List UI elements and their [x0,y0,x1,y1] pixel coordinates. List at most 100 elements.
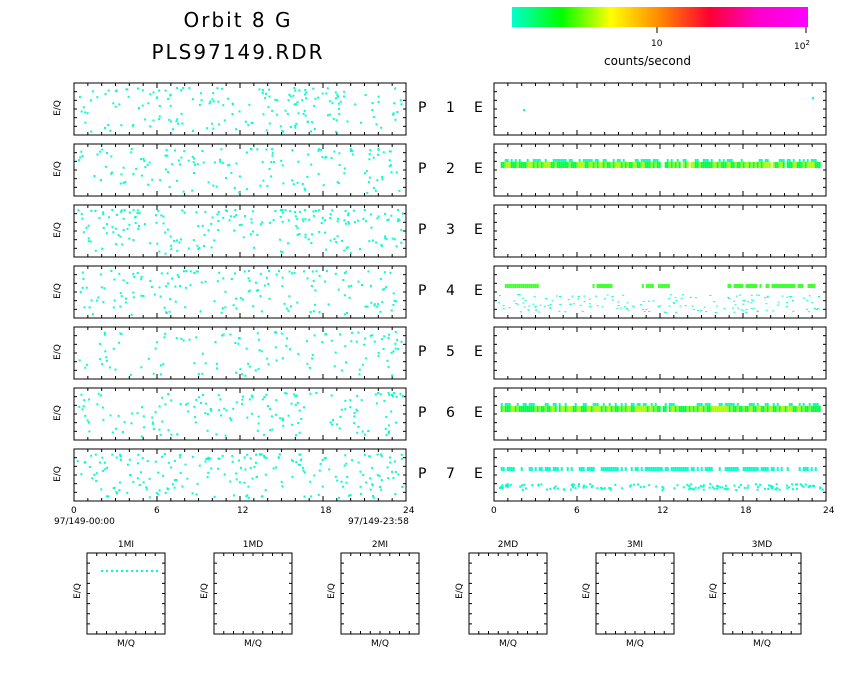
scatter-pixel [631,305,634,307]
data-pixel [174,149,176,152]
band-pixel [778,159,781,162]
band-pixel [656,162,659,168]
data-pixel [158,89,161,92]
data-pixel [275,273,278,276]
data-pixel [215,362,218,365]
data-pixel [385,434,388,437]
data-pixel [154,347,157,350]
data-pixel [100,286,103,289]
band-pixel [812,159,815,162]
band-pixel [506,159,509,162]
data-pixel [398,189,401,192]
data-pixel [284,209,287,212]
data-pixel [137,453,140,456]
data-pixel [281,129,284,132]
data-pixel [256,429,259,432]
band-pixel [806,406,809,412]
data-pixel [156,341,159,344]
band-pixel [732,467,735,471]
data-pixel [120,295,123,298]
data-pixel [264,473,267,476]
data-pixel [172,128,175,131]
scatter-pixel [702,488,705,491]
band-pixel [574,406,577,412]
band-pixel [610,467,613,471]
band-pixel [688,406,691,412]
data-pixel [238,175,241,178]
data-pixel [375,402,378,405]
data-pixel [321,156,324,159]
data-pixel [263,284,266,287]
scatter-pixel [809,485,812,488]
data-pixel [234,272,236,275]
data-pixel [334,91,337,94]
data-pixel [400,241,403,244]
band-pixel [584,406,587,412]
data-pixel [367,430,370,432]
data-pixel [198,246,201,249]
band-pixel [798,162,801,168]
data-pixel [353,412,356,414]
data-pixel [369,213,372,216]
x-tick-label: 24 [403,506,415,516]
data-pixel [266,185,269,188]
band-pixel [648,467,651,471]
data-pixel [140,158,142,161]
band-pixel [606,406,609,412]
band-pixel [738,162,741,168]
scatter-pixel [696,309,699,311]
data-pixel [86,112,89,115]
band-pixel [520,284,523,288]
band-pixel [670,403,673,406]
band-pixel [630,406,633,412]
data-pixel [368,455,371,458]
data-pixel [148,477,151,480]
band-pixel [540,162,543,168]
band-pixel [706,162,709,168]
band-pixel [592,284,595,288]
scatter-pixel [788,486,791,489]
band-pixel [692,406,695,412]
scatter-pixel [757,485,760,488]
band-pixel [508,403,511,406]
data-pixel [380,479,383,482]
data-pixel [315,392,318,394]
data-pixel [249,466,252,469]
data-pixel [166,272,169,275]
band-pixel [751,284,754,288]
left-panel-frame [73,143,407,197]
data-pixel [393,102,396,105]
band-pixel [682,162,685,168]
scatter-pixel [664,312,667,313]
data-pixel [110,270,113,272]
data-pixel [179,471,182,474]
band-pixel [641,284,644,288]
band-pixel [624,467,627,471]
data-pixel [159,364,162,367]
data-pixel [354,221,356,224]
data-pixel [204,210,207,213]
data-pixel [371,483,374,486]
band-pixel [566,467,569,471]
data-pixel [182,190,185,193]
data-pixel [271,152,274,155]
mini-panel-frame [86,552,166,635]
data-pixel [194,416,197,419]
band-pixel [514,162,517,168]
band-pixel [764,467,767,471]
data-pixel [210,467,213,470]
scatter-pixel [689,487,692,490]
data-pixel [252,210,254,213]
band-pixel [504,406,507,412]
data-pixel [339,100,342,103]
band-pixel [520,162,523,168]
data-pixel [132,239,135,242]
data-pixel [309,480,312,483]
data-pixel [247,362,250,365]
data-pixel [164,168,167,171]
scatter-pixel [813,308,816,309]
band-pixel [560,406,563,412]
band-pixel [530,162,533,168]
data-pixel [102,227,105,229]
data-pixel [265,456,268,459]
